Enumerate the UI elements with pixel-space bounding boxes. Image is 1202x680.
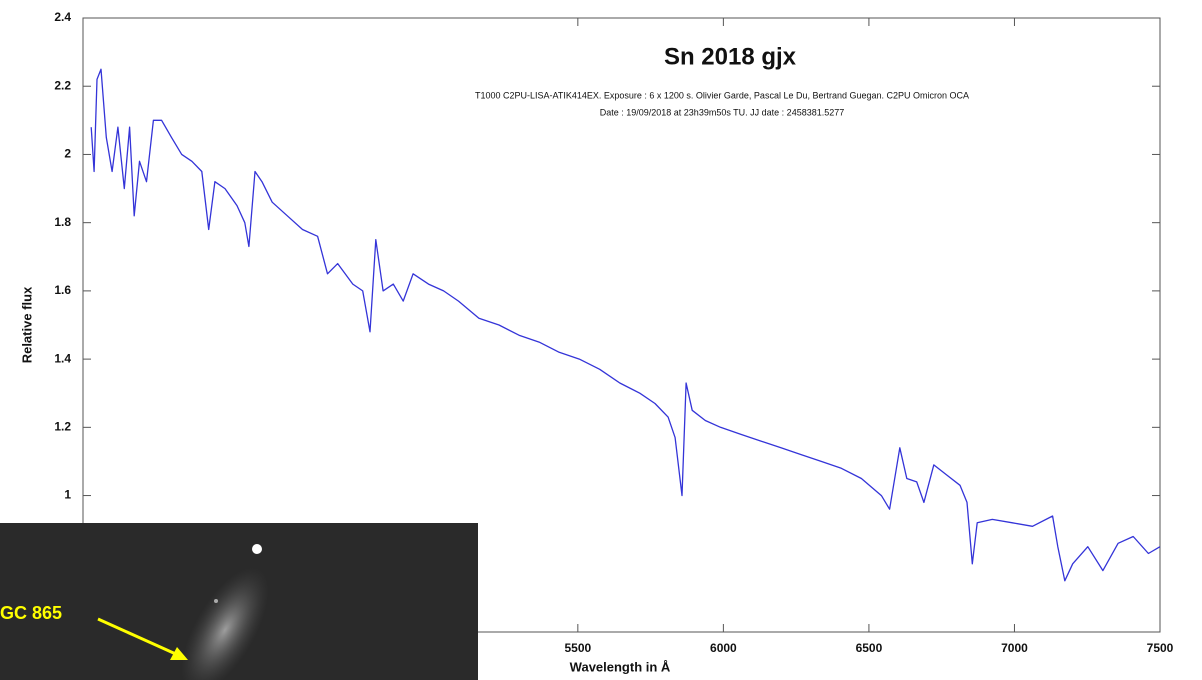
subtitle: T1000 C2PU-LISA-ATIK414EX. Exposure : 6 …	[475, 90, 969, 100]
y-tick-label: 1.8	[54, 215, 71, 229]
y-tick-label: 1.6	[54, 283, 71, 297]
y-axis-label: Relative flux	[19, 286, 34, 363]
subtitle: Date : 19/09/2018 at 23h39m50s TU. JJ da…	[600, 107, 845, 117]
y-tick-label: 2.2	[54, 78, 71, 92]
galaxy	[181, 567, 269, 680]
annotation: GC 865	[0, 603, 62, 623]
y-tick-label: 1	[64, 488, 71, 502]
x-tick-label: 5500	[564, 641, 591, 655]
spectrum-line	[90, 68, 1161, 582]
y-tick-label: 1.4	[54, 351, 71, 365]
x-tick-label: 7500	[1147, 641, 1174, 655]
arrow-head	[170, 647, 188, 660]
inset-image: GC 865	[0, 523, 478, 680]
arrow	[97, 617, 179, 657]
plot-area: 1 1.2 1.4 1.6 1.8 2 2.2 2.4 5500 6000 6500 7000 7500	[54, 10, 1173, 655]
star	[252, 544, 262, 554]
y-tick-label: 2	[64, 147, 71, 161]
y-tick-label: 2.4	[54, 10, 71, 24]
star	[214, 599, 218, 603]
x-tick-label: 6000	[710, 641, 737, 655]
y-tick-label: 1.2	[54, 420, 71, 434]
x-tick-label: 6500	[856, 641, 883, 655]
x-tick-label: 7000	[1001, 641, 1028, 655]
x-axis-label: Wavelength in Å	[570, 659, 671, 674]
chart-title: Sn 2018 gjx	[664, 43, 797, 70]
